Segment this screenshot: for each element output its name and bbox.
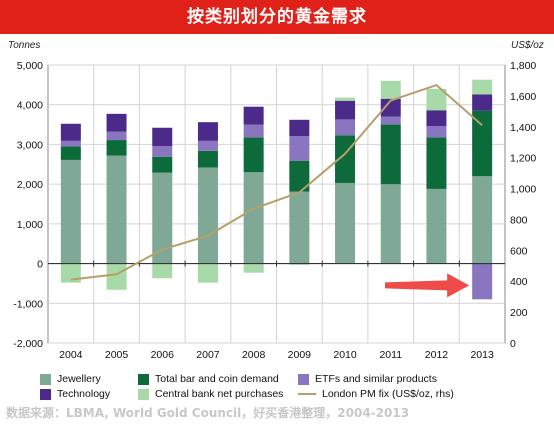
source-note: 数据来源：LBMA, World Gold Council，好买香港整理，200… bbox=[6, 406, 410, 420]
x-tick-label: 2013 bbox=[470, 349, 494, 361]
y-left-tick-label: 2,000 bbox=[17, 179, 43, 191]
bar-jewellery bbox=[289, 191, 310, 264]
right-axis-unit: US$/oz bbox=[511, 40, 544, 51]
bar-jewellery bbox=[197, 167, 218, 264]
bar-bar_coin bbox=[472, 110, 493, 177]
bar-bar_coin bbox=[106, 140, 127, 156]
bar-jewellery bbox=[106, 155, 127, 264]
price-line bbox=[70, 83, 483, 281]
annotation-arrow bbox=[385, 273, 470, 298]
bar-bar_coin bbox=[426, 137, 447, 189]
bar-jewellery bbox=[380, 184, 401, 264]
y-right-tick-label: 400 bbox=[510, 276, 528, 288]
bar-central_bank bbox=[197, 263, 218, 283]
x-tick-label: 2011 bbox=[379, 349, 402, 361]
bar-technology bbox=[289, 119, 310, 137]
y-right-tick-label: 200 bbox=[510, 307, 528, 319]
bar-bar_coin bbox=[289, 160, 310, 192]
x-tick-label: 2006 bbox=[151, 349, 175, 361]
title-bar bbox=[0, 0, 554, 34]
y-left-tick-label: 1,000 bbox=[17, 219, 43, 231]
y-right-tick-label: 1,200 bbox=[510, 153, 536, 165]
y-left-tick-label: -1,000 bbox=[13, 298, 43, 310]
y-right-tick-label: 0 bbox=[510, 338, 516, 350]
bar-jewellery bbox=[243, 172, 264, 264]
bar-central_bank bbox=[335, 97, 356, 101]
y-left-tick-label: 5,000 bbox=[17, 60, 43, 72]
bar-jewellery bbox=[472, 176, 493, 264]
bar-central_bank bbox=[243, 263, 264, 273]
bar-central_bank bbox=[106, 263, 127, 290]
bar-technology bbox=[243, 106, 264, 125]
x-tick-label: 2012 bbox=[425, 349, 449, 361]
bar-etf bbox=[152, 146, 173, 157]
bar-bar_coin bbox=[152, 156, 173, 173]
bar-central_bank bbox=[152, 263, 173, 279]
bar-etf bbox=[380, 116, 401, 125]
x-tick-label: 2010 bbox=[333, 349, 357, 361]
bar-technology bbox=[426, 110, 447, 127]
left-axis-unit: Tonnes bbox=[8, 40, 41, 51]
bar-central_bank bbox=[472, 79, 493, 95]
x-tick-label: 2009 bbox=[288, 349, 312, 361]
bar-technology bbox=[197, 122, 218, 141]
y-right-tick-label: 1,400 bbox=[510, 122, 536, 134]
bar-etf bbox=[289, 136, 310, 161]
bar-central_bank bbox=[380, 80, 401, 99]
bar-etf bbox=[243, 124, 264, 138]
bar-technology bbox=[472, 94, 493, 111]
y-left-tick-label: 3,000 bbox=[17, 139, 43, 151]
y-left-tick-label: 0 bbox=[37, 259, 43, 271]
bar-jewellery bbox=[426, 188, 447, 264]
bar-etf bbox=[60, 140, 81, 147]
bar-etf bbox=[106, 131, 127, 141]
bar-central_bank bbox=[426, 88, 447, 111]
bar-bar_coin bbox=[197, 150, 218, 168]
y-right-tick-label: 1,800 bbox=[510, 60, 536, 72]
bar-bar_coin bbox=[60, 146, 81, 160]
x-tick-label: 2004 bbox=[59, 349, 83, 361]
y-left-tick-label: -2,000 bbox=[13, 338, 43, 350]
bar-jewellery bbox=[335, 182, 356, 264]
bar-etf bbox=[197, 140, 218, 151]
bar-etf bbox=[426, 126, 447, 138]
bar-bar_coin bbox=[380, 124, 401, 185]
y-right-tick-label: 800 bbox=[510, 214, 528, 226]
bar-jewellery bbox=[152, 172, 173, 264]
chart-title: 按类别划分的黄金需求 bbox=[187, 7, 367, 27]
bar-technology bbox=[335, 100, 356, 120]
y-right-tick-label: 600 bbox=[510, 245, 528, 257]
bar-central_bank bbox=[60, 263, 81, 283]
x-tick-label: 2008 bbox=[242, 349, 266, 361]
bar-technology bbox=[380, 98, 401, 117]
y-right-tick-label: 1,000 bbox=[510, 184, 536, 196]
y-right-tick-label: 1,600 bbox=[510, 91, 536, 103]
bar-etf bbox=[472, 263, 493, 300]
bar-technology bbox=[106, 113, 127, 132]
bar-technology bbox=[60, 123, 81, 141]
x-tick-label: 2005 bbox=[105, 349, 129, 361]
bar-jewellery bbox=[60, 159, 81, 264]
bar-bar_coin bbox=[243, 137, 264, 173]
bar-etf bbox=[335, 119, 356, 136]
bar-technology bbox=[152, 127, 173, 147]
x-tick-label: 2007 bbox=[196, 349, 220, 361]
y-left-tick-label: 4,000 bbox=[17, 100, 43, 112]
